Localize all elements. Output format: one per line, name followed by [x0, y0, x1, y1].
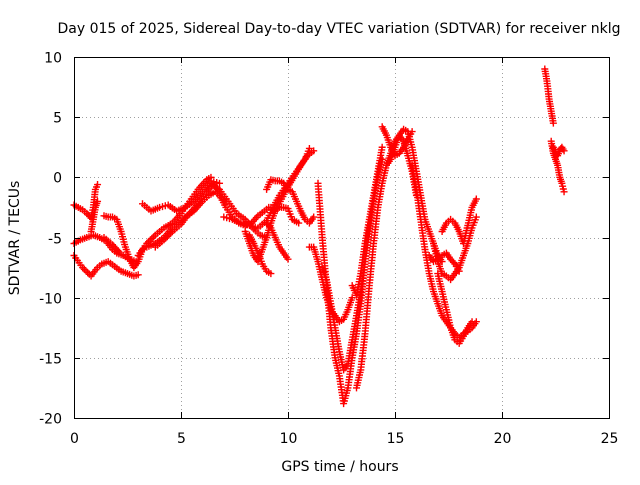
series-arc-08 — [139, 177, 224, 215]
data-point — [455, 267, 463, 275]
y-tick-label: 10 — [44, 51, 62, 67]
y-tick-label: 0 — [53, 171, 62, 187]
series-arc-15 — [246, 231, 275, 278]
series-arc-17 — [263, 219, 292, 263]
x-tick-label: 5 — [177, 431, 186, 447]
y-tick-label: -15 — [39, 352, 62, 368]
data-point — [150, 233, 158, 241]
data-point — [267, 270, 275, 278]
data-point — [114, 247, 122, 255]
data-point — [266, 222, 273, 230]
data-point — [450, 258, 457, 266]
series-arc-30 — [434, 270, 476, 347]
data-point — [560, 147, 568, 155]
data-point — [134, 271, 142, 279]
data-point — [216, 179, 224, 187]
x-tick-label: 25 — [601, 431, 619, 447]
data-point — [310, 147, 318, 155]
data-point — [115, 248, 123, 256]
series-arc-11 — [207, 179, 271, 241]
axis-ticks: 0 5 10 15 20 25 -20 -15 -10 -5 0 5 10 — [39, 51, 618, 448]
data-point — [472, 213, 480, 221]
series-arc-28 — [438, 195, 480, 247]
data-point — [82, 267, 90, 275]
series-arc-05 — [100, 212, 146, 272]
y-axis-label: SDTVAR / TECUs — [7, 181, 23, 296]
series-arc-12 — [216, 191, 273, 229]
data-point — [348, 294, 356, 302]
data-point — [472, 195, 480, 203]
data-point — [138, 246, 146, 254]
series-arc-06 — [100, 234, 123, 256]
chart-title: Day 015 of 2025, Sidereal Day-to-day VTE… — [58, 21, 621, 37]
grid — [74, 57, 609, 418]
data-point — [295, 219, 303, 227]
data-point — [148, 235, 156, 242]
series-arc-18 — [267, 203, 303, 227]
data-points — [70, 65, 568, 408]
data-point — [378, 143, 386, 151]
series-arc-22 — [348, 143, 386, 299]
y-tick-label: -5 — [48, 232, 62, 248]
data-point — [94, 197, 102, 205]
data-point — [94, 181, 102, 189]
data-point — [80, 265, 88, 273]
y-tick-label: 5 — [53, 111, 62, 127]
series-arc-33 — [549, 143, 568, 160]
data-point — [84, 269, 92, 277]
series-arc-04 — [87, 197, 102, 235]
series-arc-16 — [263, 176, 318, 227]
x-axis-label: GPS time / hours — [281, 459, 398, 475]
data-point — [560, 188, 568, 196]
data-point — [468, 318, 476, 326]
y-tick-label: -20 — [39, 412, 62, 428]
y-tick-label: -10 — [39, 292, 62, 308]
series-arc-31 — [541, 65, 557, 127]
x-tick-label: 15 — [387, 431, 405, 447]
series-arc-32 — [547, 137, 568, 196]
x-tick-label: 10 — [280, 431, 298, 447]
x-tick-label: 0 — [70, 431, 79, 447]
series-arc-29 — [425, 249, 463, 275]
data-point — [310, 213, 318, 221]
x-tick-label: 20 — [494, 431, 512, 447]
data-point — [549, 119, 557, 127]
series-arc-21 — [318, 155, 386, 374]
data-point — [284, 255, 292, 263]
